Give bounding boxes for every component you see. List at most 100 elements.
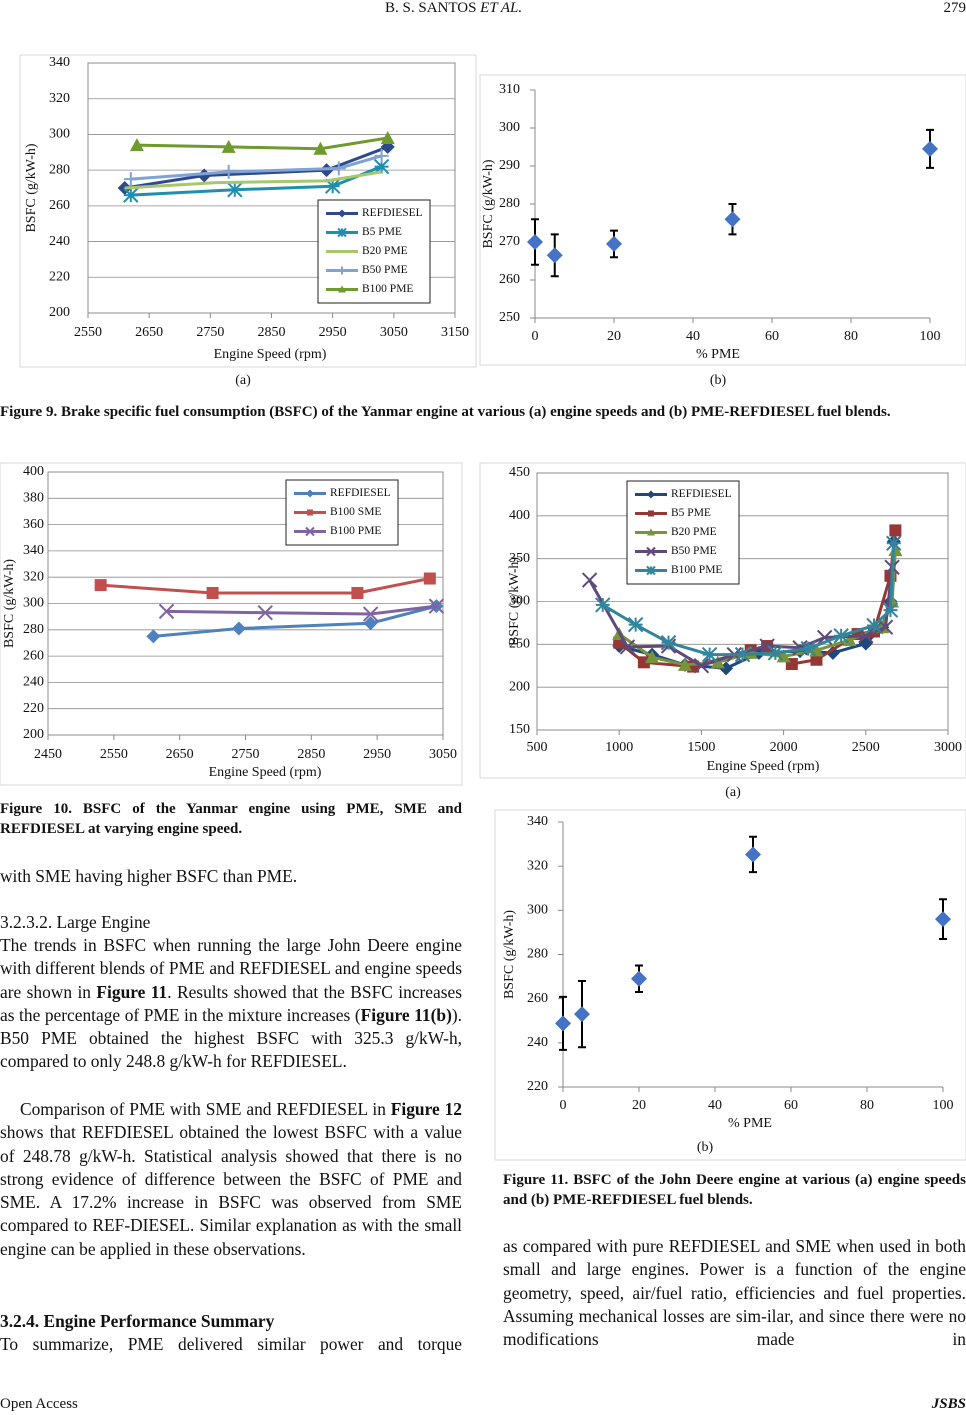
x-tick-label: 2750: [196, 325, 224, 340]
y-tick-label: 340: [527, 814, 548, 829]
body-text: with SME having higher BSFC than PME.: [0, 866, 298, 886]
marker: [227, 182, 243, 198]
series-line: [124, 145, 389, 190]
marker: [776, 649, 791, 663]
marker: [724, 211, 741, 228]
y-tick-label: 380: [23, 491, 44, 506]
marker: [816, 629, 833, 646]
chart-frame: [479, 74, 966, 366]
marker: [362, 606, 379, 622]
x-tick-label: 100: [920, 329, 941, 344]
marker: [351, 586, 364, 599]
marker: [546, 247, 563, 264]
text-run: ). B50 PME obtained the highest BSFC wit…: [0, 1004, 462, 1072]
y-tick-label: 280: [527, 947, 548, 962]
series-line: [130, 154, 383, 181]
page-number: 279: [943, 0, 966, 16]
text-run: The trends in BSFC when running the larg…: [0, 935, 462, 1002]
x-tick-label: 3050: [429, 747, 457, 762]
y-tick-label: 300: [499, 120, 520, 135]
marker: [324, 178, 341, 194]
legend-label: B100 PME: [362, 283, 413, 295]
marker: [646, 565, 656, 576]
chart-frame: [494, 809, 966, 1161]
marker: [257, 604, 273, 621]
y-tick-label: 320: [49, 91, 70, 106]
y-tick-label: 240: [527, 1035, 548, 1050]
y-tick-label: 260: [49, 198, 70, 213]
marker: [373, 158, 390, 175]
x-tick-label: 2850: [258, 325, 286, 340]
marker: [338, 285, 346, 293]
x-tick-label: 40: [686, 329, 700, 344]
marker: [129, 138, 144, 152]
marker: [94, 579, 107, 592]
y-axis-title: BSFC (g/kW-h): [2, 559, 17, 648]
x-tick-label: 3150: [441, 325, 469, 340]
y-tick-label: 220: [23, 701, 44, 716]
chart-frame: [19, 54, 477, 368]
marker: [380, 131, 395, 144]
x-tick-label: 60: [784, 1098, 798, 1113]
marker: [745, 846, 761, 863]
marker: [935, 911, 951, 928]
marker: [307, 509, 313, 516]
legend-label: B20 PME: [362, 245, 408, 257]
x-tick-label: 3000: [934, 740, 962, 755]
marker: [810, 653, 823, 666]
x-tick-label: 3050: [380, 325, 408, 340]
marker: [363, 616, 378, 631]
marker: [922, 140, 938, 157]
marker: [693, 658, 710, 674]
marker: [648, 510, 654, 517]
marker: [800, 640, 816, 657]
marker: [305, 526, 315, 537]
y-tick-label: 150: [509, 722, 530, 737]
marker: [221, 139, 236, 153]
marker: [123, 187, 139, 203]
x-tick-label: 0: [532, 329, 539, 344]
x-tick-label: 20: [632, 1098, 646, 1113]
marker: [606, 235, 622, 252]
marker: [833, 628, 849, 644]
legend-label: B50 PME: [671, 545, 717, 557]
x-tick-label: 2950: [319, 325, 347, 340]
x-axis-title: Engine Speed (rpm): [209, 765, 322, 780]
y-tick-label: 300: [49, 127, 70, 142]
marker: [882, 602, 899, 618]
y-tick-label: 320: [527, 858, 548, 873]
y-tick-label: 350: [509, 551, 530, 566]
marker: [574, 1006, 590, 1023]
legend-label: B100 PME: [330, 525, 381, 537]
x-tick-label: 2000: [770, 740, 798, 755]
figure-ref: Figure 11(b): [360, 1004, 452, 1025]
marker: [374, 148, 389, 163]
chart-frame: [479, 462, 966, 779]
y-tick-label: 360: [23, 517, 44, 532]
x-tick-label: 2650: [135, 325, 163, 340]
marker: [423, 572, 436, 585]
x-tick-label: 2950: [363, 747, 391, 762]
marker: [858, 628, 874, 644]
marker: [677, 657, 692, 671]
y-tick-label: 280: [49, 162, 70, 177]
y-tick-label: 220: [527, 1079, 548, 1094]
panel-label: (b): [710, 373, 727, 388]
series-line: [136, 136, 388, 151]
x-tick-label: 2550: [74, 325, 102, 340]
x-axis-title: % PME: [696, 347, 740, 362]
y-tick-label: 300: [527, 903, 548, 918]
x-tick-label: 40: [708, 1098, 722, 1113]
x-tick-label: 1500: [687, 740, 715, 755]
paragraph: Comparison of PME with SME and REFDIESEL…: [0, 1098, 462, 1261]
x-axis-title: Engine Speed (rpm): [707, 759, 820, 774]
marker: [338, 266, 346, 275]
y-tick-label: 250: [509, 637, 530, 652]
legend-label: B100 PME: [671, 564, 722, 576]
marker: [146, 629, 161, 644]
marker: [581, 572, 598, 588]
legend-label: B100 SME: [330, 506, 381, 518]
y-tick-label: 260: [499, 272, 520, 287]
